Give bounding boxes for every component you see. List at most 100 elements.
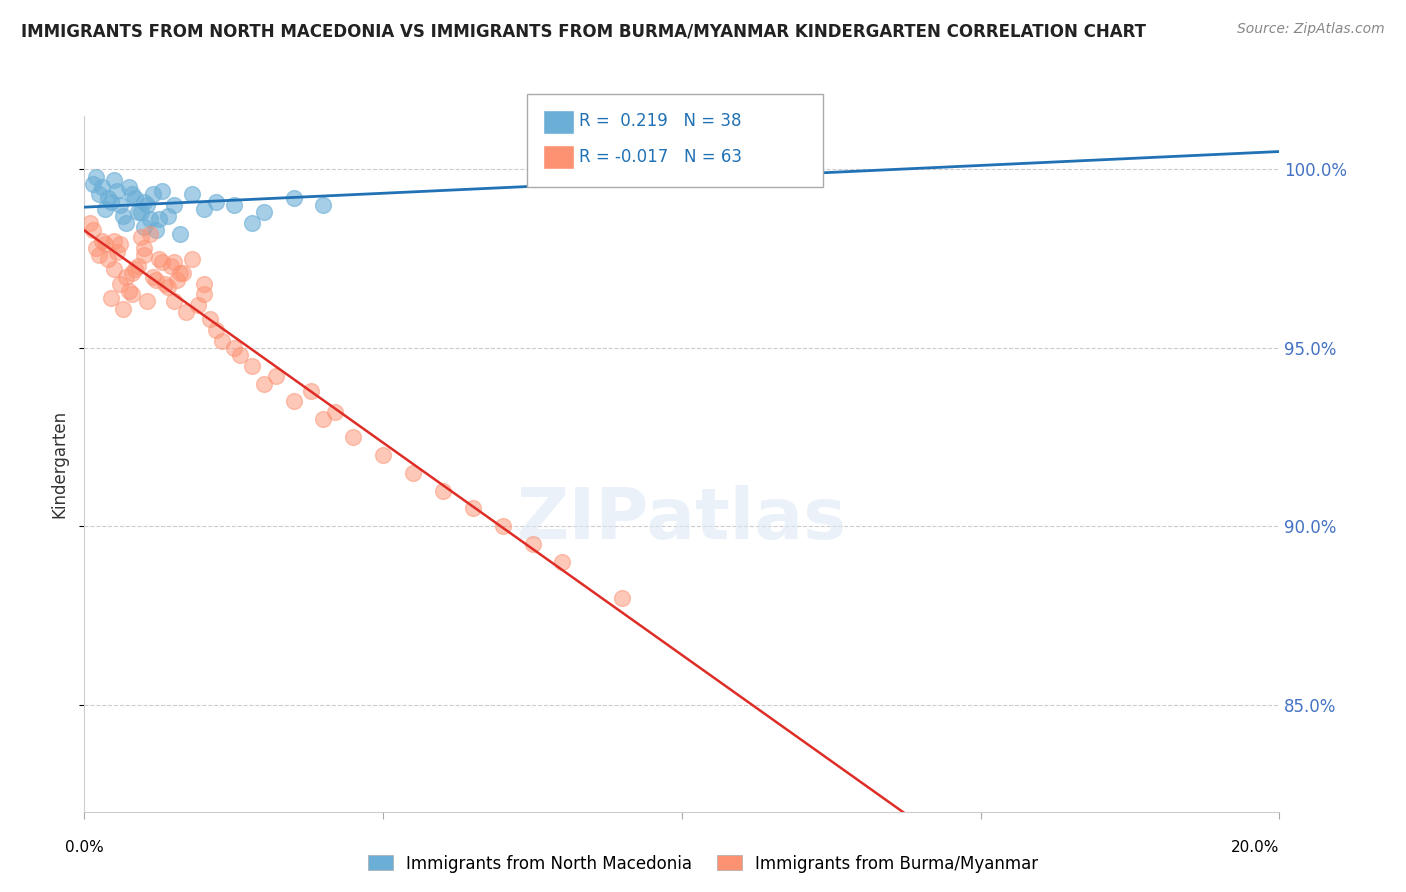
Point <box>610 591 633 605</box>
Text: R = -0.017   N = 63: R = -0.017 N = 63 <box>579 148 742 166</box>
Point <box>129 205 152 219</box>
Point <box>129 230 152 244</box>
Point <box>82 223 104 237</box>
Point <box>121 266 143 280</box>
Point <box>86 169 108 184</box>
Text: 20.0%: 20.0% <box>1232 839 1279 855</box>
Y-axis label: Kindergarten: Kindergarten <box>51 409 69 518</box>
Point <box>124 191 146 205</box>
Point <box>264 369 287 384</box>
Point <box>97 252 120 266</box>
Point <box>581 162 603 177</box>
Point <box>342 430 364 444</box>
Point <box>211 334 233 348</box>
Point <box>187 298 209 312</box>
Point <box>103 234 125 248</box>
Point <box>139 212 162 227</box>
Point <box>103 262 125 277</box>
Point <box>169 227 191 241</box>
Point <box>148 212 170 227</box>
Point <box>118 180 141 194</box>
Point <box>86 241 108 255</box>
Point <box>124 262 146 277</box>
Point <box>222 198 245 212</box>
Point <box>163 294 186 309</box>
Point <box>103 173 125 187</box>
Point <box>132 219 156 234</box>
Point <box>163 198 186 212</box>
Point <box>253 205 276 219</box>
Point <box>112 301 135 316</box>
Point <box>371 448 394 462</box>
Point <box>127 205 149 219</box>
Point <box>240 216 263 230</box>
Point <box>100 291 122 305</box>
Point <box>91 180 114 194</box>
Point <box>105 184 128 198</box>
Point <box>205 323 228 337</box>
Point <box>492 519 515 533</box>
Point <box>89 248 111 262</box>
Point <box>105 244 128 259</box>
Point <box>142 269 165 284</box>
Point <box>193 277 215 291</box>
Point <box>198 312 221 326</box>
Point <box>205 194 228 209</box>
Text: IMMIGRANTS FROM NORTH MACEDONIA VS IMMIGRANTS FROM BURMA/MYANMAR KINDERGARTEN CO: IMMIGRANTS FROM NORTH MACEDONIA VS IMMIG… <box>21 22 1146 40</box>
Point <box>163 255 186 269</box>
Point <box>100 194 122 209</box>
Point <box>312 198 335 212</box>
Point <box>121 287 143 301</box>
Point <box>112 209 135 223</box>
Point <box>121 187 143 202</box>
Point <box>283 394 305 409</box>
Point <box>115 269 138 284</box>
Point <box>82 177 104 191</box>
Point <box>160 259 183 273</box>
Text: R =  0.219   N = 38: R = 0.219 N = 38 <box>579 112 742 130</box>
Point <box>127 259 149 273</box>
Point <box>110 277 132 291</box>
Point <box>432 483 454 498</box>
Point <box>172 266 194 280</box>
Point <box>110 198 132 212</box>
Point <box>136 294 159 309</box>
Point <box>97 191 120 205</box>
Point <box>180 252 204 266</box>
Point <box>193 202 215 216</box>
Point <box>145 223 167 237</box>
Point <box>671 159 693 173</box>
Point <box>253 376 276 391</box>
Point <box>91 234 114 248</box>
Text: 0.0%: 0.0% <box>65 839 104 855</box>
Point <box>174 305 197 319</box>
Point <box>461 501 484 516</box>
Point <box>180 187 204 202</box>
Point <box>193 287 215 301</box>
Point <box>94 202 117 216</box>
Point <box>283 191 305 205</box>
Point <box>150 184 173 198</box>
Point <box>148 252 170 266</box>
Point <box>132 194 156 209</box>
Point <box>150 255 173 269</box>
Point <box>301 384 323 398</box>
Point <box>169 266 191 280</box>
Point <box>89 187 111 202</box>
Legend: Immigrants from North Macedonia, Immigrants from Burma/Myanmar: Immigrants from North Macedonia, Immigra… <box>361 848 1045 880</box>
Text: Source: ZipAtlas.com: Source: ZipAtlas.com <box>1237 22 1385 37</box>
Point <box>142 187 165 202</box>
Point <box>79 216 101 230</box>
Point <box>228 348 252 362</box>
Point <box>166 273 188 287</box>
Point <box>323 405 347 419</box>
Point <box>522 537 544 551</box>
Point <box>222 341 245 355</box>
Text: ZIPatlas: ZIPatlas <box>517 485 846 554</box>
Point <box>136 198 159 212</box>
Point <box>551 555 574 569</box>
Point <box>115 216 138 230</box>
Point <box>94 237 117 252</box>
Point <box>402 466 425 480</box>
Point <box>157 209 180 223</box>
